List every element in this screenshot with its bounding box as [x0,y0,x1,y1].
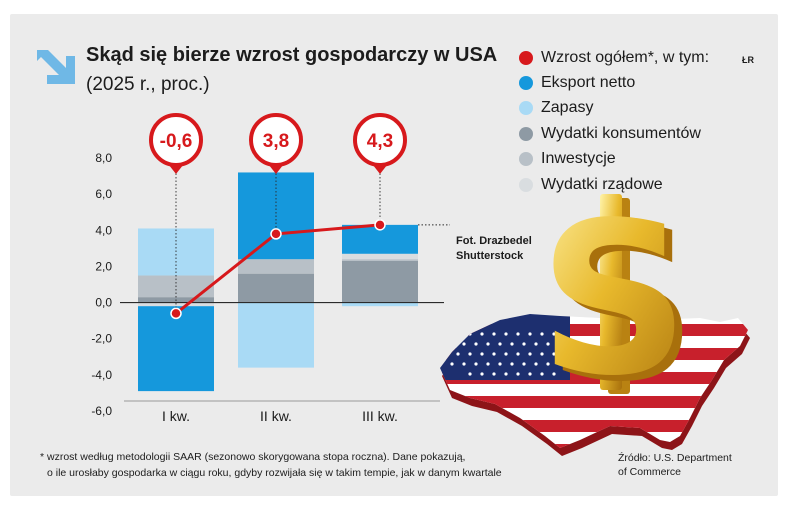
value-badge-label: 4,3 [367,131,393,152]
legend-swatch-investment [519,152,533,166]
photo-credit-line-2: Shutterstock [456,250,524,262]
x-category-label: II kw. [260,408,292,424]
dollar-sign-icon: S S [538,177,697,428]
bar-segment-inventories [342,302,418,307]
y-tick-label: 6,0 [95,187,112,201]
legend-swatch-government [519,178,533,192]
source-line-1: Źródło: U.S. Department [618,452,732,464]
legend-item-net-exports: Eksport netto [519,71,635,95]
y-tick-label: 4,0 [95,223,112,237]
total-point [374,219,386,231]
source-line-2: of Commerce [618,466,682,478]
footnote-line-2: o ile urosłaby gospodarka w ciągu roku, … [47,467,502,479]
y-tick-label: -4,0 [91,368,112,382]
total-point [170,307,182,320]
y-tick-label: 0,0 [95,296,112,310]
arrow-down-right-icon [37,50,75,84]
footnote-line-1: * wzrost według metodologii SAAR (sezono… [40,451,466,463]
bar-segment-inventories [238,302,314,368]
legend-label-government: Wydatki rządowe [541,176,663,193]
bar-segment-consumer [238,273,314,303]
bar-segment-government [342,253,418,260]
legend-label-net-exports: Eksport netto [541,74,636,91]
source-note: Źródło: U.S. Department of Commerce [618,451,732,479]
legend-swatch-consumer [519,127,533,141]
legend-swatch-inventories [519,101,533,115]
svg-text:S: S [538,177,689,422]
legend-swatch-total [519,51,533,65]
x-category-label: III kw. [362,408,398,424]
bar-segment-investment [342,259,418,262]
legend-label-investment: Inwestycje [541,150,616,167]
y-tick-label: -2,0 [91,332,112,346]
value-badge [149,113,203,167]
value-badge [353,113,407,167]
legend-label-inventories: Zapasy [541,99,594,116]
photo-credit: Fot. Drazbedel Shutterstock [456,234,532,264]
bar-segment-net-exports [138,306,214,392]
legend-label-total: Wzrost ogółem*, w tym: [541,49,710,66]
bar-segment-investment [238,259,314,274]
y-tick-label: 2,0 [95,259,112,273]
legend-item-government: Wydatki rządowe [519,173,663,197]
legend-item-consumer: Wydatki konsumentów [519,122,701,146]
y-tick-label: 8,0 [95,151,112,165]
bar-segment-consumer [342,261,418,303]
value-badge-label: 3,8 [263,131,289,152]
chart-subtitle: (2025 r., proc.) [86,74,210,95]
legend-item-total: Wzrost ogółem*, w tym: [519,46,709,70]
legend-item-inventories: Zapasy [519,96,593,120]
value-badge [249,113,303,167]
chart-title: Skąd się bierze wzrost gospodarczy w USA [86,44,498,66]
photo-credit-line-1: Fot. Drazbedel [456,235,532,247]
value-badge-label: -0,6 [160,131,193,152]
legend-item-investment: Inwestycje [519,147,616,171]
author-initials: ŁR [742,55,754,65]
x-category-label: I kw. [162,408,190,424]
total-point [270,228,282,240]
y-tick-label: -6,0 [91,404,112,418]
svg-text:S: S [546,183,697,428]
legend-label-consumer: Wydatki konsumentów [541,125,701,142]
legend-swatch-net-exports [519,76,533,90]
footnote: * wzrost według metodologii SAAR (sezono… [40,449,502,481]
